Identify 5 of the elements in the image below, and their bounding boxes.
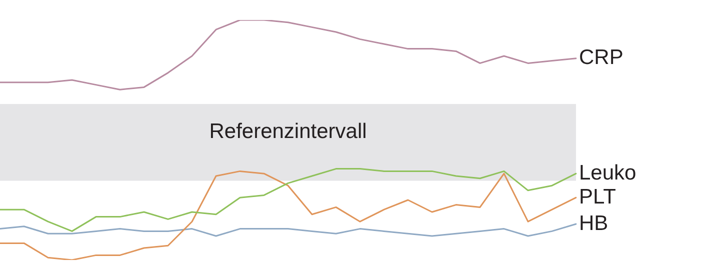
series-label: CRP <box>579 46 624 70</box>
series-label: PLT <box>579 185 616 208</box>
series-label: Leuko <box>579 161 636 184</box>
band-label: Referenzintervall <box>209 120 367 144</box>
series-label: HB <box>579 212 608 235</box>
